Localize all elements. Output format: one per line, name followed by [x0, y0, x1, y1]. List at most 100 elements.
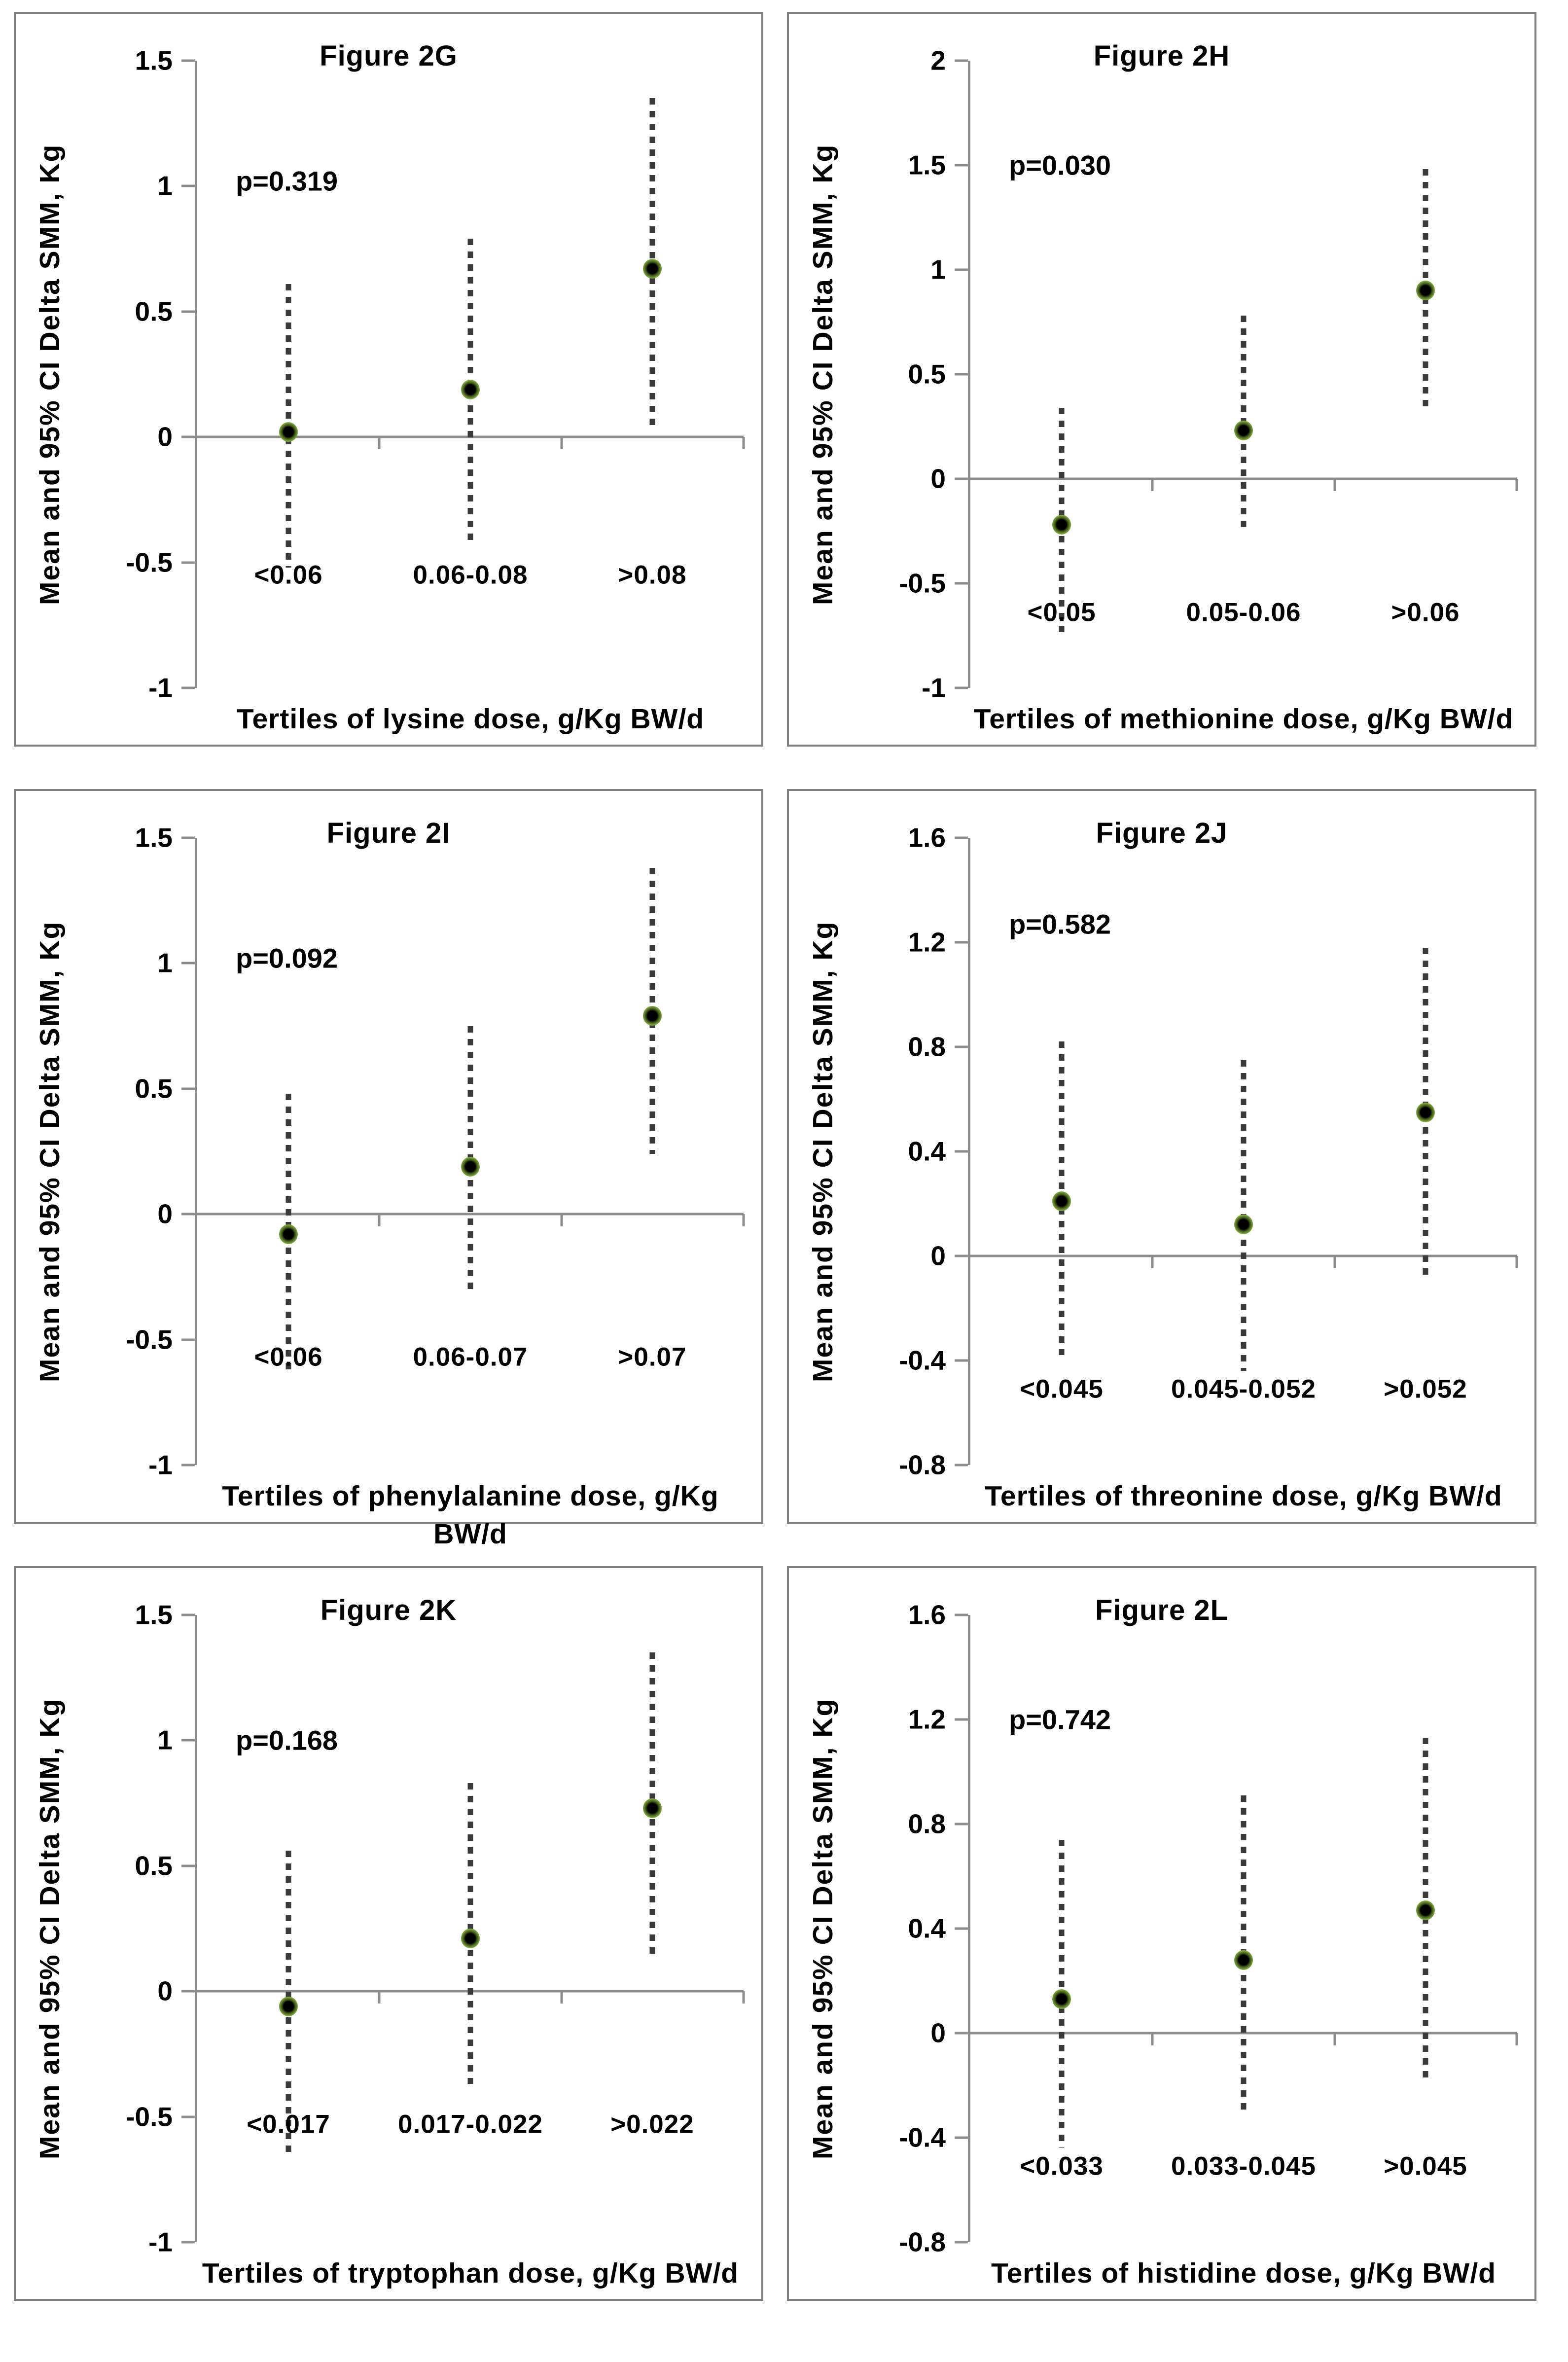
mean-marker [461, 1156, 480, 1177]
y-tick-label: -1 [148, 672, 173, 703]
y-tick-label: 1 [157, 1724, 173, 1755]
x-axis-title: Tertiles of histidine dose, g/Kg BW/d [970, 2255, 1517, 2292]
x-axis-title-line: Tertiles of histidine dose, g/Kg BW/d [991, 2257, 1496, 2289]
x-axis-title: Tertiles of tryptophan dose, g/Kg BW/d [197, 2255, 744, 2292]
y-tick-label: -1 [148, 1449, 173, 1480]
category-label: 0.06-0.08 [413, 560, 528, 590]
y-tick-mark [181, 435, 195, 438]
y-tick-mark [181, 686, 195, 689]
x-axis-title-line: Tertiles of phenylalanine dose, g/Kg [222, 1480, 719, 1512]
y-tick-label: 0 [930, 463, 946, 494]
x-tick-mark [1333, 2033, 1336, 2045]
category-label: >0.06 [1391, 598, 1460, 627]
y-tick-mark [955, 268, 968, 271]
plot-area: 1.5 1 0.5 0 -0.5 -1 p=0.319 <0.06 0.06-0.08 >0.08 [126, 47, 745, 701]
figure-2l-panel: Figure 2L Mean and 95% CI Delta SMM, Kg 1.… [787, 1566, 1536, 2301]
x-axis-title-line: BW/d [433, 1518, 507, 1550]
x-axis-title: Tertiles of methionine dose, g/Kg BW/d [970, 700, 1517, 738]
mean-marker [279, 422, 298, 442]
y-tick-label: 0 [157, 1198, 173, 1229]
mean-marker [1052, 515, 1071, 535]
p-value-label: p=0.168 [233, 1724, 341, 1756]
y-tick-label: -0.8 [899, 1449, 946, 1480]
y-tick-label: 1.5 [135, 45, 173, 76]
plot-area: 1.6 1.2 0.8 0.4 0 -0.4 -0.8 p=0.742 <0.033 0.033-… [899, 1601, 1518, 2255]
y-tick-label: 1.5 [135, 822, 173, 853]
x-tick-mark [742, 1214, 745, 1227]
mean-marker [279, 1996, 298, 2016]
category-label: >0.045 [1384, 2151, 1467, 2181]
x-tick-mark [742, 1991, 745, 2004]
x-tick-mark [1515, 1256, 1518, 1268]
mean-marker [1052, 1989, 1071, 2009]
category-label: <0.033 [1020, 2151, 1104, 2181]
figure-2j-panel: Figure 2J Mean and 95% CI Delta SMM, Kg 1.… [787, 789, 1536, 1524]
y-tick-mark [955, 1464, 968, 1467]
y-axis-title: Mean and 95% CI Delta SMM, Kg [34, 143, 66, 605]
category-label: 0.017-0.022 [398, 2110, 543, 2139]
category-label: 0.033-0.045 [1171, 2151, 1316, 2181]
x-axis-title: Tertiles of phenylalanine dose, g/Kg BW/d [197, 1477, 744, 1553]
figure-title: Figure 2H [1093, 40, 1230, 72]
x-tick-mark [560, 1991, 563, 2004]
y-tick-label: 2 [930, 45, 946, 76]
mean-marker [1416, 1900, 1435, 1920]
y-tick-label: 0.5 [135, 1850, 173, 1881]
y-tick-label: -0.5 [126, 1324, 173, 1355]
figure-title: Figure 2G [320, 40, 458, 72]
y-tick-mark [955, 686, 968, 689]
y-tick-mark [955, 373, 968, 376]
y-tick-mark [181, 2241, 195, 2244]
figure-2h-panel: Figure 2H Mean and 95% CI Delta SMM, Kg 2 1… [787, 12, 1536, 747]
category-label: <0.017 [247, 2110, 330, 2139]
y-tick-label: 1.6 [908, 822, 946, 853]
y-axis-title: Mean and 95% CI Delta SMM, Kg [34, 921, 66, 1382]
plot-area: 1.5 1 0.5 0 -0.5 -1 p=0.092 <0.06 0.06-0.07 >0.07 [126, 824, 745, 1478]
y-tick-mark [181, 1864, 195, 1867]
category-label: >0.052 [1384, 1374, 1467, 1404]
y-tick-label: 1.2 [908, 927, 946, 958]
p-value-label: p=0.319 [233, 165, 341, 197]
x-tick-mark [1515, 2033, 1518, 2045]
y-tick-label: -0.5 [126, 2101, 173, 2132]
x-axis-title: Tertiles of threonine dose, g/Kg BW/d [970, 1477, 1517, 1515]
category-label: >0.08 [618, 560, 687, 590]
y-tick-label: -1 [148, 2226, 173, 2257]
mean-marker [642, 259, 662, 279]
y-tick-label: 1.5 [908, 149, 946, 180]
y-tick-mark [955, 1823, 968, 1825]
y-tick-label: 0.5 [908, 358, 946, 390]
category-label: >0.07 [618, 1342, 687, 1372]
mean-marker [461, 379, 480, 399]
figure-2g-panel: Figure 2G Mean and 95% CI Delta SMM, Kg 1.… [14, 12, 763, 747]
y-tick-label: 0.8 [908, 1031, 946, 1062]
y-tick-mark [181, 561, 195, 564]
x-tick-mark [1333, 479, 1336, 491]
mean-marker [642, 1006, 662, 1026]
x-tick-mark [378, 1991, 381, 2004]
y-tick-label: 1.5 [135, 1599, 173, 1630]
y-axis-line [195, 1615, 197, 2242]
category-label: <0.045 [1020, 1374, 1104, 1404]
p-value-label: p=0.092 [233, 942, 341, 974]
mean-marker [279, 1224, 298, 1244]
y-tick-mark [955, 164, 968, 167]
mean-marker [1234, 421, 1253, 441]
x-axis-title-line: Tertiles of lysine dose, g/Kg BW/d [236, 703, 705, 735]
p-value-label: p=0.030 [1006, 149, 1114, 181]
category-label: <0.06 [254, 1342, 323, 1372]
y-tick-mark [955, 582, 968, 585]
x-tick-mark [378, 1214, 381, 1227]
figure-title: Figure 2I [326, 817, 451, 849]
y-tick-mark [181, 1338, 195, 1341]
y-tick-mark [955, 1613, 968, 1616]
y-tick-mark [955, 1927, 968, 1930]
y-tick-label: 0.8 [908, 1808, 946, 1839]
x-axis-title-line: Tertiles of methionine dose, g/Kg BW/d [973, 703, 1514, 735]
y-tick-label: 0.5 [135, 1073, 173, 1104]
y-tick-mark [181, 2115, 195, 2118]
category-label: <0.05 [1027, 598, 1096, 627]
x-tick-mark [1333, 1256, 1336, 1268]
x-tick-mark [1151, 1256, 1154, 1268]
y-tick-label: 0 [157, 421, 173, 452]
